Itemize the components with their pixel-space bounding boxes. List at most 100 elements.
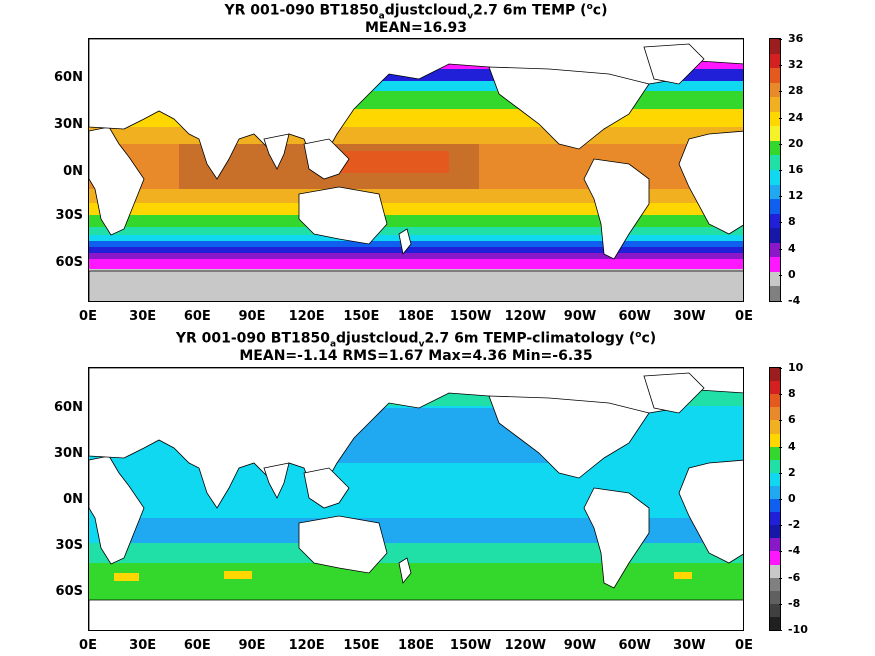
cbar-bottom-lbls-tick-2 — [779, 420, 782, 422]
cbar-bottom-lbls-7: -4 — [788, 544, 801, 558]
land-top-seasia — [303, 138, 350, 180]
land-top-australia — [298, 186, 388, 245]
cbar-bottom-lbls-tick-6 — [779, 525, 782, 527]
top-continents — [89, 39, 743, 301]
top-lon-9: 90W — [563, 309, 597, 324]
bottom-lat-0n: 0N — [63, 492, 83, 507]
bottom-lon-8: 120W — [504, 638, 547, 653]
top-hot-core — [329, 151, 449, 173]
land-top-greenland — [643, 43, 705, 85]
cbar-bottom-seg-16 — [770, 577, 780, 592]
cbar-top-seg-11 — [770, 199, 780, 215]
cbar-bottom-lbls-10: -10 — [788, 623, 808, 636]
top-lon-7: 150W — [449, 309, 492, 324]
cbar-top-lbls-tick-5 — [779, 170, 782, 171]
bottom-warm-patch-2 — [224, 571, 252, 579]
top-map — [88, 38, 744, 302]
cbar-bottom-lbls-tick-7 — [779, 551, 782, 553]
bottom-lon-11: 30W — [673, 638, 706, 653]
cbar-bottom-lbls-4: 2 — [788, 465, 796, 479]
cbar-top-lbls-10: -4 — [788, 294, 801, 307]
cbar-top-lbls-tick-0 — [779, 39, 782, 40]
cbar-top-lbls-tick-8 — [779, 248, 782, 250]
cbar-bottom-lbls-9: -8 — [788, 596, 801, 610]
cbar-top-lbls-9: 0 — [788, 267, 796, 281]
top-band-purple-s — [89, 253, 743, 261]
bottom-title: YR 001-090 BT1850adjustcloudv2.7 6m TEMP… — [175, 330, 657, 350]
bottom-lon-2: 60E — [183, 638, 211, 653]
top-lat-0n: 0N — [63, 164, 83, 179]
land-top-nz — [398, 228, 412, 255]
bottom-lon-10: 60W — [618, 638, 651, 653]
cbar-top-lbls-tick-6 — [779, 196, 782, 198]
bottom-lon-12: 0E — [735, 638, 753, 653]
bottom-lat-30n: 30N — [54, 446, 83, 461]
cbar-bottom-seg-18 — [770, 603, 780, 618]
cbar-top-seg-1 — [770, 53, 780, 69]
cbar-bottom-seg-7 — [770, 459, 780, 474]
cbar-top-lbls-3: 24 — [788, 110, 804, 124]
cbar-top-seg-0 — [770, 39, 780, 55]
cbar-bottom-seg-17 — [770, 590, 780, 605]
top-band-teal-s — [89, 227, 743, 237]
top-stats: MEAN=16.93 — [364, 20, 468, 36]
cbar-top-lbls-8: 4 — [788, 241, 796, 255]
bottom-lon-6: 180E — [397, 638, 435, 653]
land-bottom-nz — [398, 557, 412, 584]
top-lat-60n: 60N — [54, 70, 83, 85]
bottom-lon-4: 120E — [288, 638, 325, 653]
land-bottom-australia — [298, 515, 388, 574]
bottom-lat-60s: 60S — [55, 584, 83, 599]
cbar-bottom-seg-4 — [770, 420, 780, 434]
land-bottom-namerica — [488, 395, 650, 479]
cbar-bottom-seg-0 — [770, 368, 780, 382]
land-bottom-india — [263, 462, 290, 499]
bottom-lon-9: 90W — [563, 638, 597, 653]
top-lon-8: 120W — [504, 309, 547, 324]
top-lon-5: 150E — [343, 309, 380, 324]
cbar-bottom-seg-15 — [770, 564, 780, 579]
cbar-top-lbls-1: 32 — [788, 58, 804, 72]
cbar-top-lbls-0: 36 — [788, 32, 804, 45]
cbar-top-seg-6 — [770, 126, 780, 142]
top-lon-12: 0E — [735, 309, 753, 324]
land-top-india — [263, 133, 290, 170]
cbar-top-seg-16 — [770, 271, 780, 287]
bottom-lon-5: 150E — [343, 638, 380, 653]
bottom-continents — [89, 368, 743, 630]
cbar-bottom-lbls-8: -6 — [788, 570, 801, 584]
bottom-lon-0: 0E — [79, 638, 97, 653]
top-band-yellow-s — [89, 203, 743, 217]
bottom-lon-7: 150W — [449, 638, 492, 653]
top-band-magenta-s — [89, 259, 743, 271]
cbar-top-seg-10 — [770, 184, 780, 200]
land-bottom-africa — [89, 455, 145, 565]
bottom-warm-patch-1 — [114, 573, 139, 581]
land-bottom-samerica — [583, 487, 650, 589]
cbar-bottom-seg-6 — [770, 446, 780, 461]
cbar-top-lbls-tick-10 — [779, 301, 782, 302]
bottom-warm-patch-3 — [674, 572, 692, 579]
top-band-cyan-s — [89, 235, 743, 243]
top-lon-1: 30E — [129, 309, 157, 324]
cbar-bottom-seg-10 — [770, 499, 780, 513]
land-bottom-greenland — [643, 372, 705, 414]
cbar-bottom-seg-1 — [770, 381, 780, 395]
cbar-top-lbls-tick-4 — [779, 143, 782, 145]
cbar-top-lbls-tick-2 — [779, 91, 782, 93]
land-top-africa-east — [678, 130, 743, 235]
cbar-top-seg-3 — [770, 82, 780, 98]
cbar-top-lbls-tick-1 — [779, 65, 782, 67]
top-lon-3: 90E — [238, 309, 266, 324]
cbar-top-seg-13 — [770, 228, 780, 244]
bottom-band-green-s — [89, 563, 743, 603]
cbar-top-lbls-4: 20 — [788, 136, 804, 150]
land-top-africa — [89, 126, 145, 236]
cbar-bottom-seg-2 — [770, 394, 780, 408]
cbar-bottom-lbls-tick-1 — [779, 394, 782, 396]
cbar-bottom-seg-13 — [770, 538, 780, 552]
cbar-bottom-lbls-2: 6 — [788, 413, 796, 427]
cbar-bottom-seg-8 — [770, 472, 780, 487]
cbar-top-seg-7 — [770, 140, 780, 156]
bottom-lat-30s: 30S — [55, 538, 83, 553]
